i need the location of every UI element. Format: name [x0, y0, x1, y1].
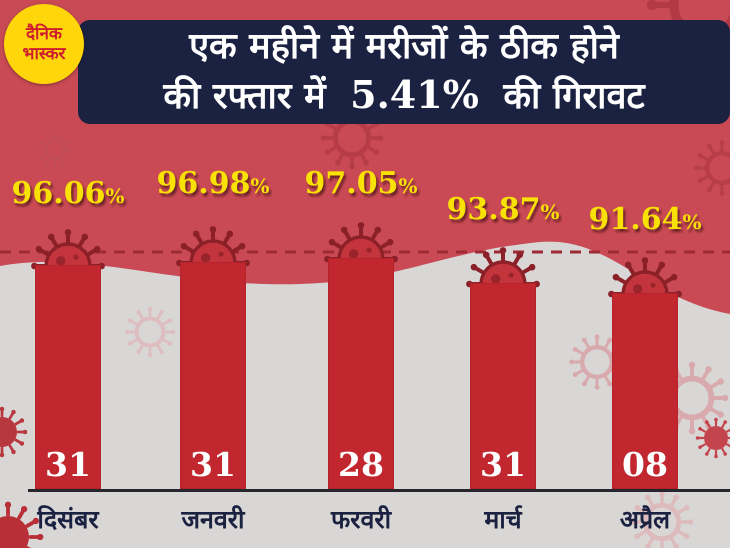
month-label: मार्च	[484, 505, 522, 534]
days-count: 28	[338, 445, 384, 484]
days-count: 31	[480, 445, 526, 484]
percent-sign: %	[682, 210, 702, 234]
dainik-bhaskar-logo: दैनिक भास्कर	[4, 4, 84, 84]
month-label: फरवरी	[330, 505, 392, 534]
axis-baseline	[28, 489, 730, 492]
percent-sign: %	[105, 184, 125, 208]
logo-line1: दैनिक	[26, 24, 62, 44]
recovery-rate-value: 93.87	[446, 192, 541, 227]
bar	[470, 283, 536, 489]
bar	[35, 265, 101, 489]
title-line2-prefix: की रफ्तार में	[163, 76, 326, 117]
bar	[612, 293, 678, 489]
title-line2: की रफ्तार में 5.41% की गिरावट	[158, 71, 649, 121]
title-banner: एक महीने में मरीजों के ठीक होने की रफ्ता…	[78, 20, 730, 124]
percent-sign: %	[540, 200, 560, 224]
title-line1: एक महीने में मरीजों के ठीक होने	[189, 26, 619, 67]
days-count: 08	[622, 445, 668, 484]
days-count: 31	[190, 445, 236, 484]
bar	[180, 262, 246, 489]
month-label: जनवरी	[181, 505, 245, 534]
month-label: दिसंबर	[37, 505, 99, 534]
recovery-rate-label: 91.64%	[589, 202, 702, 237]
bar	[328, 258, 394, 489]
recovery-rate-label: 93.87%	[447, 192, 560, 227]
recovery-rate-value: 96.98	[156, 166, 251, 201]
bar-column-april: 91.64% 08 अप्रैल	[589, 0, 702, 548]
month-label: अप्रैल	[619, 505, 671, 534]
bar-column-march: 93.87% 31 मार्च	[447, 0, 560, 548]
bar-column-december: 96.06% 31 दिसंबर	[12, 0, 125, 548]
bar-column-february: 97.05% 28 फरवरी	[305, 0, 418, 548]
recovery-rate-label: 96.06%	[12, 176, 125, 211]
recovery-rate-label: 97.05%	[305, 166, 418, 201]
recovery-rate-value: 96.06	[11, 176, 106, 211]
recovery-rate-value: 91.64	[588, 202, 683, 237]
bar-column-january: 96.98% 31 जनवरी	[157, 0, 270, 548]
recovery-rate-value: 97.05	[304, 166, 399, 201]
percent-sign: %	[398, 174, 418, 198]
days-count: 31	[45, 445, 91, 484]
recovery-rate-label: 96.98%	[157, 166, 270, 201]
title-line2-suffix: की गिरावट	[503, 76, 645, 117]
percent-sign: %	[250, 174, 270, 198]
title-drop-value: 5.41%	[350, 72, 479, 117]
logo-line2: भास्कर	[22, 44, 66, 64]
